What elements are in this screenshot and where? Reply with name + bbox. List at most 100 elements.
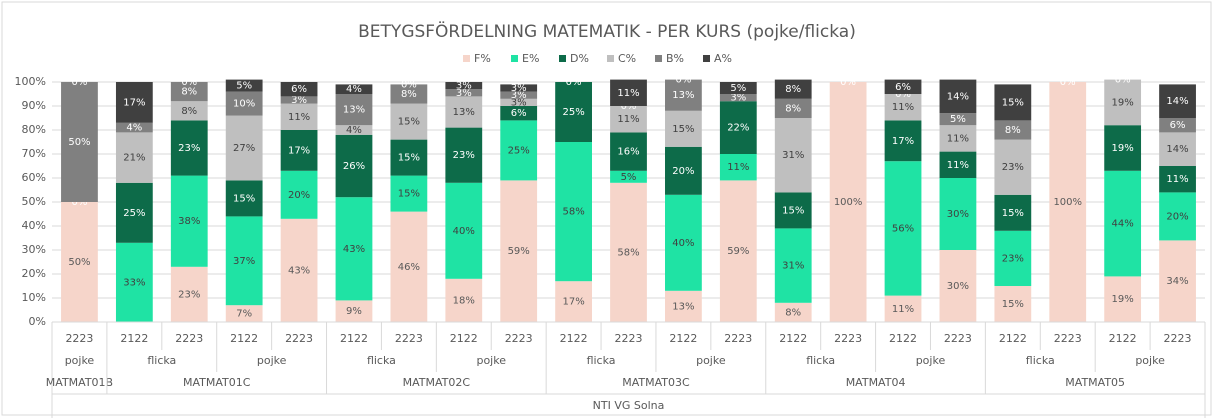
- bar-segment: [390, 103, 428, 140]
- bar-segment: [170, 175, 208, 267]
- x-tick-label: 2122: [120, 332, 148, 345]
- bar-segment: [1049, 82, 1087, 322]
- bar-segment: [939, 125, 977, 152]
- value-label: 15%: [672, 124, 694, 135]
- value-label: 0%: [621, 101, 637, 112]
- bar-segment: [500, 98, 538, 106]
- value-label: 17%: [892, 136, 914, 147]
- value-label: 26%: [343, 161, 365, 172]
- x-tick-label: 2223: [285, 332, 313, 345]
- value-label: 50%: [68, 137, 90, 148]
- x-tick-label: 2122: [779, 332, 807, 345]
- bar-segment: [719, 154, 757, 181]
- value-label: 14%: [1166, 144, 1188, 155]
- value-label: 6%: [1170, 120, 1186, 131]
- value-label: 20%: [672, 166, 694, 177]
- value-label: 11%: [617, 114, 639, 125]
- x-tick-label: 2122: [669, 332, 697, 345]
- bar-segment: [555, 281, 592, 322]
- top-group-label: NTI VG Solna: [593, 399, 665, 412]
- legend-swatch: [655, 55, 662, 62]
- value-label: 11%: [892, 304, 914, 315]
- value-label: 8%: [181, 106, 197, 117]
- value-label: 31%: [782, 261, 804, 272]
- value-label: 3%: [511, 83, 527, 94]
- value-label: 17%: [288, 145, 310, 156]
- legend-label: F%: [474, 52, 491, 65]
- value-label: 8%: [785, 103, 801, 114]
- bar-segment: [445, 278, 483, 322]
- x-tick-label: 2223: [505, 332, 533, 345]
- bar-segment: [994, 230, 1032, 286]
- x-tick-label: 2122: [230, 332, 258, 345]
- group-label: flicka: [1026, 354, 1055, 367]
- value-label: 0%: [840, 77, 856, 88]
- value-label: 0%: [401, 79, 417, 90]
- bar-segment: [774, 118, 812, 193]
- bar-segment: [280, 103, 318, 130]
- legend-label: E%: [522, 52, 539, 65]
- value-label: 13%: [453, 107, 475, 118]
- value-label: 15%: [1002, 299, 1024, 310]
- legend-label: B%: [666, 52, 684, 65]
- value-label: 5%: [236, 81, 252, 92]
- legend-label: A%: [714, 52, 732, 65]
- value-label: 19%: [1112, 97, 1134, 108]
- x-tick-label: 2223: [944, 332, 972, 345]
- bar-segment: [445, 82, 483, 90]
- value-label: 23%: [178, 143, 200, 154]
- value-label: 23%: [178, 289, 200, 300]
- bar-segment: [280, 130, 318, 171]
- value-label: 7%: [236, 309, 252, 320]
- y-tick-label: 40%: [22, 219, 46, 232]
- value-label: 11%: [947, 133, 969, 144]
- value-label: 23%: [453, 150, 475, 161]
- bar-segment: [335, 134, 373, 198]
- value-label: 5%: [621, 172, 637, 183]
- group-label: pojke: [916, 354, 946, 367]
- value-label: 50%: [68, 257, 90, 268]
- value-label: 14%: [947, 91, 969, 102]
- value-label: 13%: [672, 301, 694, 312]
- bar-segment: [390, 175, 428, 212]
- bar-segment: [610, 182, 647, 322]
- bar-segment: [390, 211, 428, 322]
- bar-segment: [884, 94, 922, 121]
- x-tick-label: 2223: [724, 332, 752, 345]
- course-label: MATMAT02C: [403, 376, 471, 389]
- value-label: 34%: [1166, 276, 1188, 287]
- group-label: pojke: [476, 354, 506, 367]
- value-label: 40%: [453, 226, 475, 237]
- value-label: 25%: [123, 208, 145, 219]
- value-label: 0%: [181, 77, 197, 88]
- bar-segment: [335, 197, 373, 301]
- bar-segment: [719, 101, 757, 154]
- value-label: 9%: [346, 306, 362, 317]
- bar-segment: [939, 151, 977, 178]
- legend-swatch: [463, 55, 470, 62]
- bar-segment: [884, 120, 922, 162]
- value-label: 37%: [233, 256, 255, 267]
- y-tick-label: 30%: [22, 243, 46, 256]
- value-label: 4%: [346, 125, 362, 136]
- value-label: 46%: [398, 262, 420, 273]
- value-label: 15%: [398, 153, 420, 164]
- value-label: 6%: [895, 82, 911, 93]
- value-label: 20%: [1166, 211, 1188, 222]
- bar-segment: [335, 94, 373, 126]
- bar-segment: [774, 79, 812, 99]
- value-label: 44%: [1112, 219, 1134, 230]
- x-tick-label: 2223: [395, 332, 423, 345]
- value-label: 56%: [892, 223, 914, 234]
- x-tick-label: 2223: [65, 332, 93, 345]
- bar-segment: [939, 178, 977, 250]
- bar-segment: [500, 91, 538, 99]
- bar-segment: [610, 132, 647, 171]
- value-label: 15%: [1002, 97, 1024, 108]
- course-label: MATMAT05: [1065, 376, 1125, 389]
- group-label: pojke: [696, 354, 726, 367]
- legend-swatch: [559, 55, 566, 62]
- bar-segment: [225, 91, 263, 116]
- bar-segment: [170, 266, 208, 322]
